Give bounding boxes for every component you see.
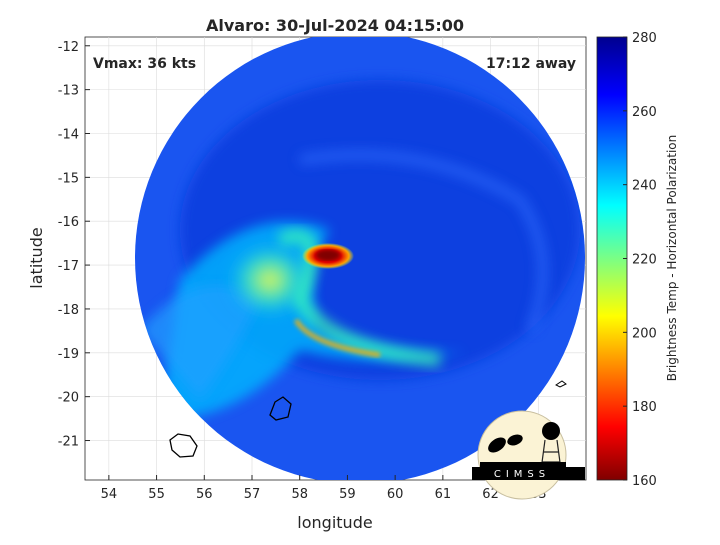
coastline-rodrigues bbox=[555, 380, 567, 388]
x-tick-label: 61 bbox=[435, 487, 452, 502]
colorbar-tick-label: 220 bbox=[632, 253, 657, 268]
vmax-label: Vmax: 36 kts bbox=[93, 56, 196, 72]
colorbar-tick-label: 260 bbox=[632, 105, 657, 120]
plot-area: 54555657585960616263-12-13-14-15-16-17-1… bbox=[27, 16, 587, 532]
x-tick-label: 55 bbox=[148, 487, 165, 502]
coastline-mauritius bbox=[269, 396, 292, 421]
time-away-label: 17:12 away bbox=[486, 56, 576, 72]
colorbar: 160 180 200 220 240 260 280 Brightness Temp - … bbox=[596, 31, 679, 489]
x-tick-label: 57 bbox=[244, 487, 261, 502]
x-tick-label: 54 bbox=[101, 487, 118, 502]
cimss-logo: CIMSS bbox=[472, 410, 585, 500]
y-tick-label: -13 bbox=[58, 84, 79, 99]
coastline-reunion bbox=[169, 433, 198, 458]
colorbar-tick-label: 280 bbox=[632, 31, 657, 46]
colorbar-tick-label: 160 bbox=[632, 474, 657, 489]
colorbar-tick-label: 200 bbox=[632, 326, 657, 341]
colorbar-tick-label: 240 bbox=[632, 179, 657, 194]
y-tick-label: -12 bbox=[58, 40, 79, 55]
x-tick-label: 60 bbox=[387, 487, 404, 502]
y-tick-label: -15 bbox=[58, 171, 79, 186]
y-tick-label: -21 bbox=[58, 435, 79, 450]
x-tick-label: 59 bbox=[339, 487, 356, 502]
y-tick-label: -16 bbox=[58, 215, 79, 230]
y-tick-label: -19 bbox=[58, 347, 79, 362]
y-tick-label: -14 bbox=[58, 127, 79, 142]
y-tick-label: -17 bbox=[58, 259, 79, 274]
x-tick-label: 58 bbox=[291, 487, 308, 502]
x-axis-label: longitude bbox=[297, 513, 372, 532]
x-tick-label: 56 bbox=[196, 487, 213, 502]
brightness-temp-image bbox=[135, 37, 585, 480]
y-tick-label: -18 bbox=[58, 303, 79, 318]
y-axis-label: latitude bbox=[27, 227, 46, 288]
x-tick-label: 62 bbox=[482, 487, 499, 502]
colorbar-tick-label: 180 bbox=[632, 400, 657, 415]
y-tick-label: -20 bbox=[58, 391, 79, 406]
colorbar-label: Brightness Temp - Horizontal Polarizatio… bbox=[665, 135, 679, 382]
chart-title: Alvaro: 30-Jul-2024 04:15:00 bbox=[206, 16, 464, 35]
logo-text: CIMSS bbox=[494, 469, 550, 480]
